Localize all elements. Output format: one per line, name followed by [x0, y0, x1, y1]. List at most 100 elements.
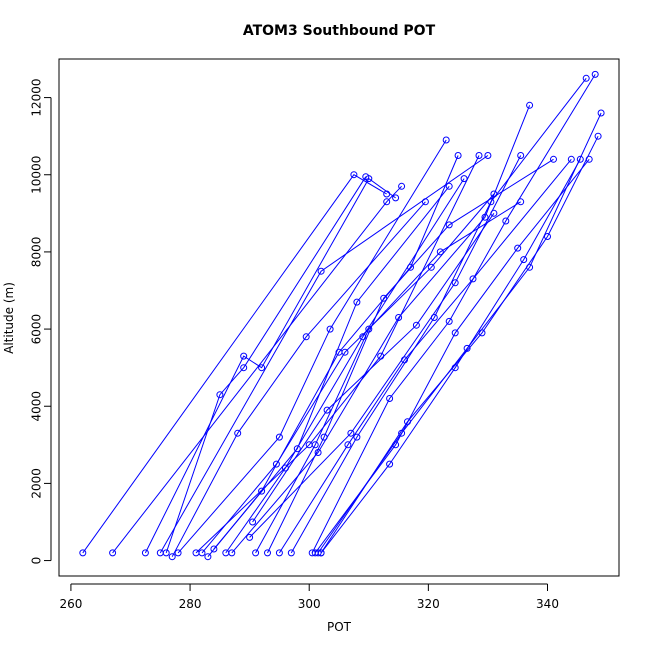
x-tick-label: 280 — [179, 597, 202, 611]
data-point — [517, 152, 525, 159]
data-point — [445, 182, 453, 190]
x-axis: 260 280 300 320 340 — [59, 583, 559, 611]
data-point — [287, 549, 295, 557]
x-tick-label: 300 — [298, 597, 321, 611]
data-point — [359, 333, 367, 341]
data-point — [275, 433, 283, 441]
data-point — [314, 549, 322, 557]
data-point — [320, 433, 328, 441]
data-point — [550, 155, 557, 163]
y-axis: 0 2000 4000 6000 8000 10000 12000 — [30, 78, 52, 564]
data-point — [407, 263, 414, 271]
data-point — [281, 464, 289, 472]
data-point — [481, 213, 489, 221]
series-line — [171, 201, 426, 557]
data-point — [436, 248, 444, 256]
data-point — [240, 352, 248, 360]
data-point — [302, 333, 310, 341]
series-line — [278, 158, 572, 554]
data-point — [350, 171, 358, 179]
data-point — [392, 441, 400, 449]
series-line — [213, 185, 450, 550]
y-tick-label: 2000 — [30, 468, 44, 499]
data-point — [314, 449, 322, 456]
series-line — [82, 174, 387, 554]
data-point — [79, 549, 87, 557]
data-point — [430, 314, 438, 321]
data-point — [460, 175, 468, 183]
data-point — [520, 256, 528, 264]
x-tick-label: 340 — [536, 597, 559, 611]
series-line — [320, 135, 599, 554]
data-point — [162, 549, 170, 557]
series-line — [195, 155, 480, 554]
y-tick-label: 12000 — [30, 78, 44, 116]
data-point — [240, 364, 248, 372]
data-point — [353, 433, 361, 441]
series-line — [159, 155, 489, 554]
data-point — [398, 182, 406, 190]
data-point — [272, 460, 280, 468]
data-point — [594, 132, 602, 140]
data-point — [475, 152, 483, 159]
x-tick-label: 320 — [417, 597, 440, 611]
data-point — [347, 429, 355, 437]
data-point — [392, 194, 400, 202]
data-point — [168, 553, 176, 561]
x-tick-label: 260 — [59, 597, 82, 611]
data-point — [490, 209, 498, 217]
data-point — [442, 136, 450, 144]
data-point — [386, 395, 394, 402]
data-point — [526, 101, 534, 109]
data-point — [582, 74, 590, 82]
data-point — [109, 549, 117, 557]
data-point — [317, 549, 325, 557]
series-line — [249, 155, 522, 538]
data-point — [353, 298, 361, 306]
data-point — [502, 217, 510, 225]
data-point — [463, 344, 471, 352]
data-point — [421, 198, 429, 206]
series-layer — [79, 70, 605, 561]
data-point — [362, 173, 370, 181]
data-point — [344, 441, 352, 449]
data-point — [311, 441, 319, 449]
data-point — [591, 70, 599, 78]
data-point — [252, 549, 260, 557]
data-point — [228, 549, 236, 557]
data-point — [445, 221, 453, 229]
data-point — [404, 418, 411, 426]
y-tick-label: 4000 — [30, 391, 44, 422]
data-point — [317, 267, 325, 275]
y-tick-label: 10000 — [30, 156, 44, 194]
series-line — [225, 178, 465, 554]
data-point — [412, 321, 420, 329]
data-point — [395, 314, 403, 321]
data-point — [514, 244, 522, 252]
data-point — [585, 155, 593, 163]
series-line — [320, 159, 581, 554]
data-point — [323, 406, 331, 414]
series-line — [177, 139, 447, 554]
data-point — [275, 549, 283, 557]
data-point — [576, 155, 584, 163]
series-line — [267, 158, 554, 554]
series-line — [201, 193, 495, 554]
data-point — [526, 263, 534, 271]
y-tick-label: 0 — [30, 557, 44, 565]
series-line — [231, 105, 531, 554]
data-point — [401, 356, 408, 364]
data-point — [597, 109, 605, 117]
plot-frame — [58, 58, 620, 577]
data-point — [258, 364, 266, 372]
data-point — [383, 198, 391, 206]
y-tick-label: 6000 — [30, 314, 44, 345]
data-point — [386, 460, 394, 468]
data-point — [484, 152, 492, 159]
x-axis-label: POT — [327, 620, 352, 634]
data-point — [198, 549, 206, 557]
data-point — [210, 545, 218, 553]
data-point — [264, 549, 271, 557]
series-line — [311, 74, 596, 554]
